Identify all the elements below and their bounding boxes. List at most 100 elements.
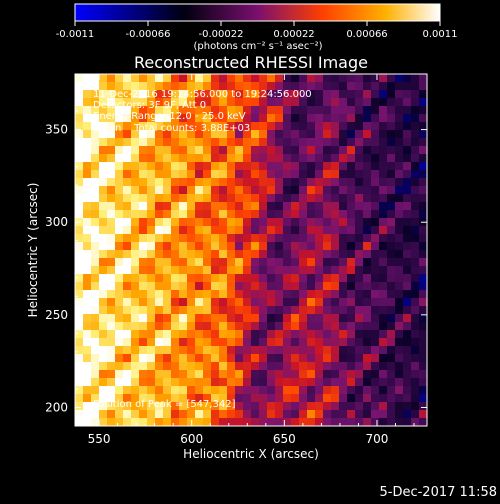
heatmap-cell <box>235 138 244 147</box>
heatmap-cell <box>139 338 148 347</box>
heatmap-cell <box>227 410 236 419</box>
heatmap-cell <box>243 98 252 107</box>
heatmap-cell <box>355 418 364 426</box>
heatmap-cell <box>123 314 132 323</box>
heatmap-cell <box>179 322 188 331</box>
heatmap-cell <box>283 378 292 387</box>
heatmap-cell <box>139 402 148 411</box>
heatmap-cell <box>395 306 404 315</box>
heatmap-cell <box>275 290 284 299</box>
heatmap-cell <box>203 378 212 387</box>
heatmap-cell <box>395 330 404 339</box>
heatmap-cell <box>227 362 236 371</box>
heatmap-cell <box>251 146 260 155</box>
heatmap-cell <box>291 362 300 371</box>
heatmap-cell <box>179 346 188 355</box>
heatmap-cell <box>347 410 356 419</box>
heatmap-cell <box>211 322 220 331</box>
heatmap-cell <box>131 74 140 83</box>
heatmap-cell <box>99 306 108 315</box>
heatmap-cell <box>75 338 84 347</box>
heatmap-cell <box>243 410 252 419</box>
heatmap-cell <box>235 282 244 291</box>
heatmap-cell <box>275 306 284 315</box>
heatmap-cell <box>355 346 364 355</box>
heatmap-cell <box>211 354 220 363</box>
heatmap-cell <box>187 162 196 171</box>
heatmap-cell <box>419 146 427 155</box>
heatmap-cell <box>163 106 172 115</box>
heatmap-cell <box>75 410 84 419</box>
heatmap-cell <box>331 410 340 419</box>
heatmap-cell <box>115 282 124 291</box>
heatmap-cell <box>339 386 348 395</box>
heatmap-cell <box>131 274 140 283</box>
heatmap-cell <box>315 90 324 99</box>
heatmap-cell <box>147 290 156 299</box>
heatmap-cell <box>275 314 284 323</box>
heatmap-cell <box>179 130 188 139</box>
heatmap-cell <box>123 378 132 387</box>
heatmap-cell <box>187 106 196 115</box>
heatmap-cell <box>203 266 212 275</box>
heatmap-cell <box>403 90 412 99</box>
heatmap-cell <box>75 378 84 387</box>
heatmap-cell <box>403 242 412 251</box>
heatmap-cell <box>171 314 180 323</box>
heatmap-cell <box>171 354 180 363</box>
heatmap-cell <box>179 122 188 131</box>
heatmap-cell <box>219 122 228 131</box>
heatmap-cell <box>323 378 332 387</box>
heatmap-cell <box>307 218 316 227</box>
heatmap-cell <box>355 266 364 275</box>
heatmap-cell <box>323 98 332 107</box>
heatmap-cell <box>123 82 132 91</box>
heatmap-cell <box>203 210 212 219</box>
heatmap-cell <box>155 282 164 291</box>
heatmap-cell <box>283 282 292 291</box>
heatmap-cell <box>147 410 156 419</box>
heatmap-cell <box>355 250 364 259</box>
heatmap-cell <box>307 322 316 331</box>
heatmap-cell <box>331 170 340 179</box>
heatmap-cell <box>123 306 132 315</box>
heatmap-cell <box>379 234 388 243</box>
heatmap-cell <box>83 282 92 291</box>
heatmap-cell <box>243 122 252 131</box>
heatmap-cell <box>99 170 108 179</box>
heatmap-cell <box>211 74 220 83</box>
heatmap-cell <box>419 266 427 275</box>
heatmap-cell <box>83 338 92 347</box>
heatmap-cell <box>163 234 172 243</box>
heatmap-cell <box>75 154 84 163</box>
heatmap-cell <box>139 346 148 355</box>
heatmap-cell <box>131 290 140 299</box>
heatmap-cell <box>339 154 348 163</box>
heatmap-cell <box>363 194 372 203</box>
heatmap-cell <box>107 258 116 267</box>
heatmap-cell <box>347 330 356 339</box>
heatmap-cell <box>259 290 268 299</box>
heatmap-cell <box>131 154 140 163</box>
heatmap-cell <box>83 290 92 299</box>
heatmap-cell <box>203 194 212 203</box>
heatmap-cell <box>163 394 172 403</box>
heatmap-cell <box>243 154 252 163</box>
heatmap-cell <box>363 250 372 259</box>
heatmap-cell <box>259 322 268 331</box>
heatmap-cell <box>75 90 84 99</box>
heatmap-cell <box>355 338 364 347</box>
heatmap-cell <box>139 90 148 99</box>
heatmap-cell <box>115 226 124 235</box>
heatmap-cell <box>195 290 204 299</box>
heatmap-cell <box>227 282 236 291</box>
heatmap-cell <box>203 370 212 379</box>
heatmap-cell <box>419 82 427 91</box>
heatmap-cell <box>419 122 427 131</box>
heatmap-cell <box>163 402 172 411</box>
heatmap-cell <box>347 114 356 123</box>
heatmap-cell <box>403 410 412 419</box>
heatmap-cell <box>195 74 204 83</box>
heatmap-cell <box>315 122 324 131</box>
heatmap-cell <box>139 114 148 123</box>
